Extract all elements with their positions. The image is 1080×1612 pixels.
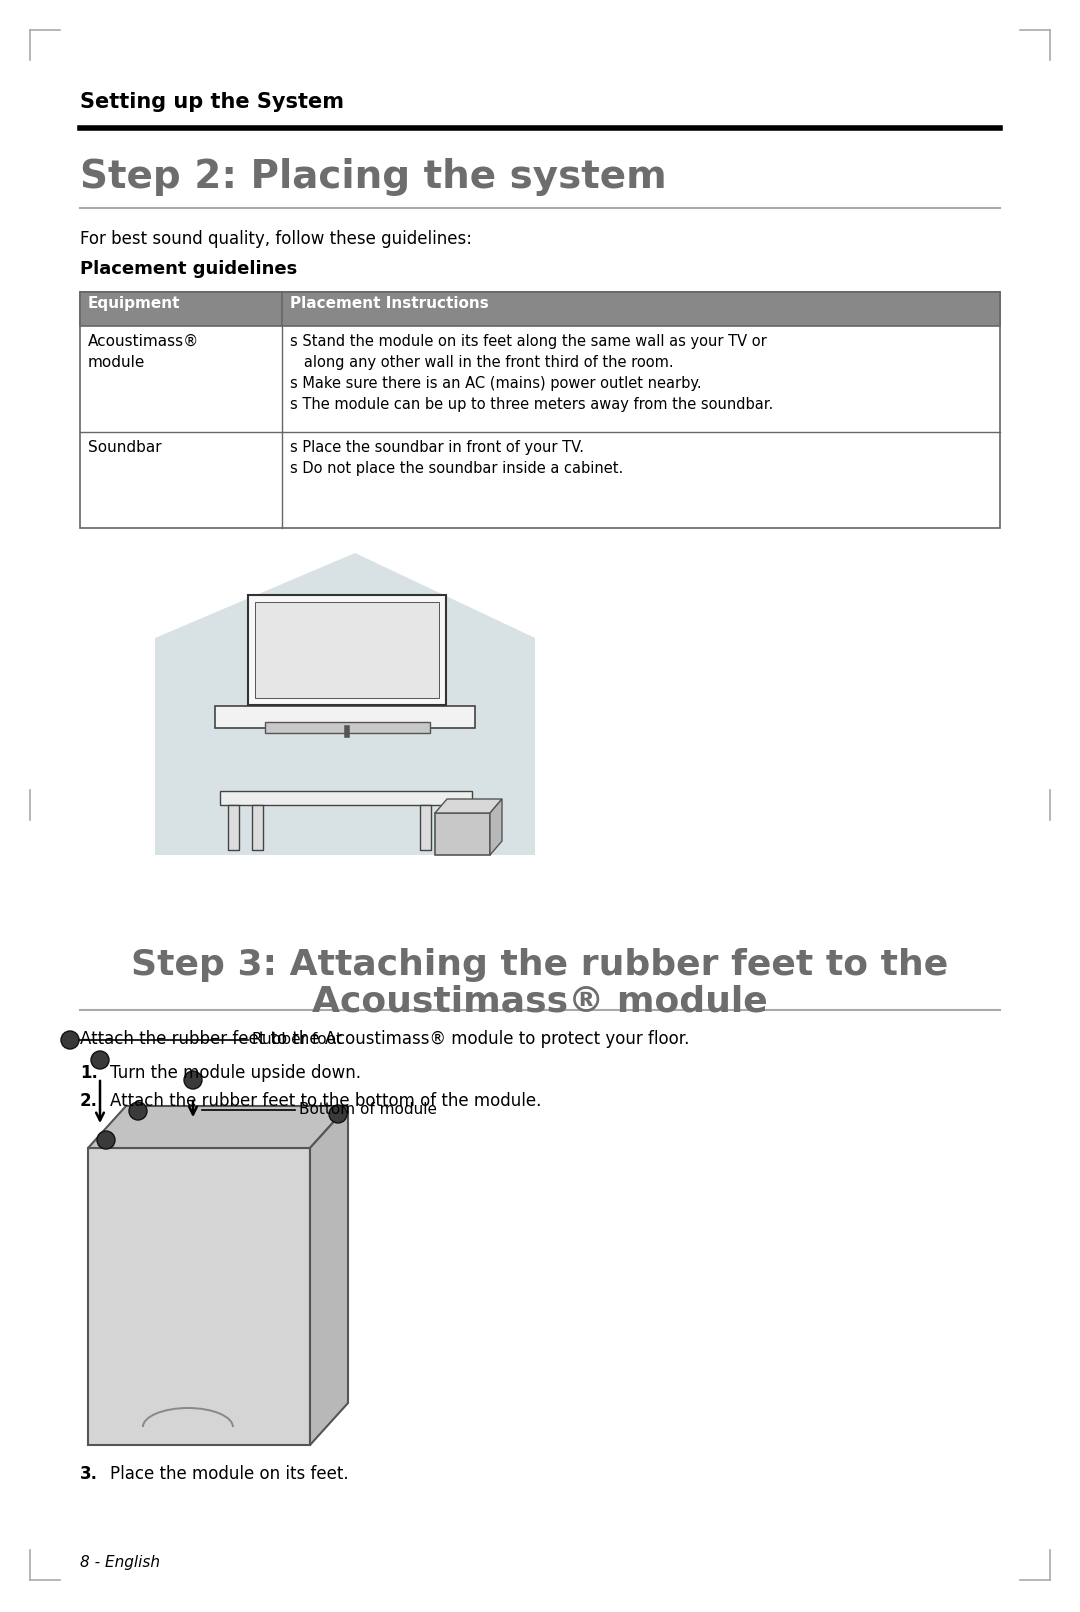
Text: s The module can be up to three meters away from the soundbar.: s The module can be up to three meters a… (291, 397, 773, 413)
Text: For best sound quality, follow these guidelines:: For best sound quality, follow these gui… (80, 231, 472, 248)
Text: Acoustimass® module: Acoustimass® module (312, 983, 768, 1019)
Text: Turn the module upside down.: Turn the module upside down. (110, 1064, 361, 1082)
Text: Rubber foot: Rubber foot (252, 1033, 342, 1048)
Circle shape (129, 1103, 147, 1120)
Text: Equipment: Equipment (87, 297, 180, 311)
Text: Bottom of module: Bottom of module (299, 1103, 437, 1117)
Text: Step 3: Attaching the rubber feet to the: Step 3: Attaching the rubber feet to the (132, 948, 948, 982)
Bar (252, 804, 264, 850)
Circle shape (60, 1032, 79, 1049)
Text: Attach the rubber feet to the Acoustimass® module to protect your floor.: Attach the rubber feet to the Acoustimas… (80, 1030, 689, 1048)
Bar (80, 292, 1000, 326)
Bar (255, 601, 438, 698)
Polygon shape (156, 553, 535, 854)
Text: Soundbar: Soundbar (87, 440, 162, 455)
Text: s Do not place the soundbar inside a cabinet.: s Do not place the soundbar inside a cab… (291, 461, 623, 476)
Polygon shape (87, 1106, 348, 1148)
Text: 8 - English: 8 - English (80, 1556, 160, 1570)
Text: Step 2: Placing the system: Step 2: Placing the system (80, 158, 666, 197)
Text: s Stand the module on its feet along the same wall as your TV or: s Stand the module on its feet along the… (291, 334, 767, 350)
Text: Acoustimass®
module: Acoustimass® module (87, 334, 200, 371)
Text: 1.: 1. (80, 1064, 98, 1082)
Text: Setting up the System: Setting up the System (80, 92, 345, 111)
Text: Placement Instructions: Placement Instructions (291, 297, 489, 311)
Text: s Make sure there is an AC (mains) power outlet nearby.: s Make sure there is an AC (mains) power… (291, 376, 702, 392)
Circle shape (97, 1132, 114, 1149)
Circle shape (184, 1070, 202, 1090)
Text: Attach the rubber feet to the bottom of the module.: Attach the rubber feet to the bottom of … (110, 1091, 541, 1111)
Bar (215, 706, 475, 729)
Bar (80, 292, 1000, 529)
Circle shape (329, 1104, 347, 1124)
Bar (444, 804, 455, 850)
Text: along any other wall in the front third of the room.: along any other wall in the front third … (291, 355, 674, 371)
Polygon shape (435, 800, 502, 812)
Circle shape (91, 1051, 109, 1069)
Polygon shape (310, 1106, 348, 1444)
Polygon shape (490, 800, 502, 854)
Bar (420, 804, 431, 850)
Text: Placement guidelines: Placement guidelines (80, 260, 297, 277)
Bar (228, 804, 239, 850)
Text: s Place the soundbar in front of your TV.: s Place the soundbar in front of your TV… (291, 440, 584, 455)
Text: 2.: 2. (80, 1091, 98, 1111)
Bar (220, 791, 472, 804)
Bar (265, 722, 430, 733)
Bar (87, 1148, 310, 1444)
Bar (248, 595, 446, 704)
Text: 3.: 3. (80, 1465, 98, 1483)
Text: Place the module on its feet.: Place the module on its feet. (110, 1465, 349, 1483)
Bar (435, 812, 490, 854)
